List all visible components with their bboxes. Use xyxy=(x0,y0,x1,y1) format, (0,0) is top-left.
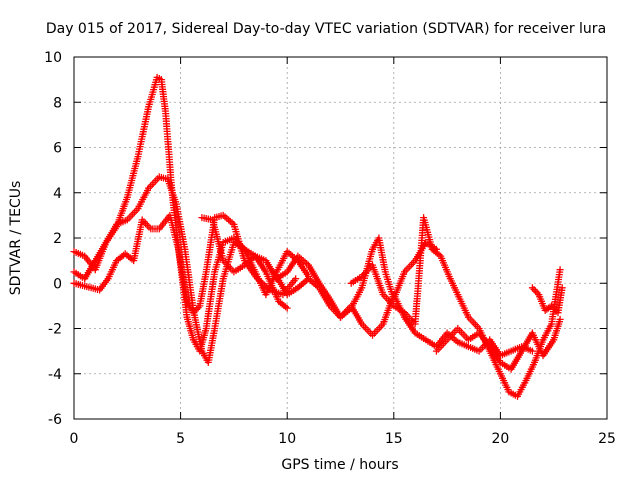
y-tick-label: -2 xyxy=(48,322,62,338)
data-series xyxy=(528,284,566,317)
y-tick-label: 4 xyxy=(53,186,62,202)
x-tick-label: 15 xyxy=(385,431,403,447)
grid xyxy=(74,57,607,419)
y-axis-label: SDTVAR / TECUs xyxy=(8,181,24,296)
x-tick-label: 0 xyxy=(70,431,79,447)
x-tick-label: 10 xyxy=(278,431,296,447)
chart-title: Day 015 of 2017, Sidereal Day-to-day VTE… xyxy=(46,21,606,37)
axis-ticks: 0 5 10 15 20 25 -6 -4 -2 0 2 4 6 8 10 xyxy=(44,50,616,447)
data-series xyxy=(70,211,300,317)
y-tick-label: -4 xyxy=(48,367,62,383)
x-tick-label: 5 xyxy=(176,431,185,447)
x-axis-label: GPS time / hours xyxy=(281,457,398,473)
y-tick-label: 10 xyxy=(44,50,62,66)
x-tick-label: 20 xyxy=(491,431,509,447)
data-point-markers xyxy=(70,211,300,317)
y-tick-label: -6 xyxy=(48,412,62,428)
y-tick-label: 0 xyxy=(53,276,62,292)
x-tick-label: 25 xyxy=(598,431,616,447)
data-point-markers xyxy=(528,284,566,317)
data-point-markers xyxy=(347,214,564,400)
y-tick-label: 6 xyxy=(53,141,62,157)
data-series xyxy=(432,315,564,373)
y-tick-label: 2 xyxy=(53,231,62,247)
data-marks xyxy=(70,73,566,400)
data-series xyxy=(347,214,564,400)
y-tick-label: 8 xyxy=(53,95,62,111)
data-point-markers xyxy=(432,315,564,373)
